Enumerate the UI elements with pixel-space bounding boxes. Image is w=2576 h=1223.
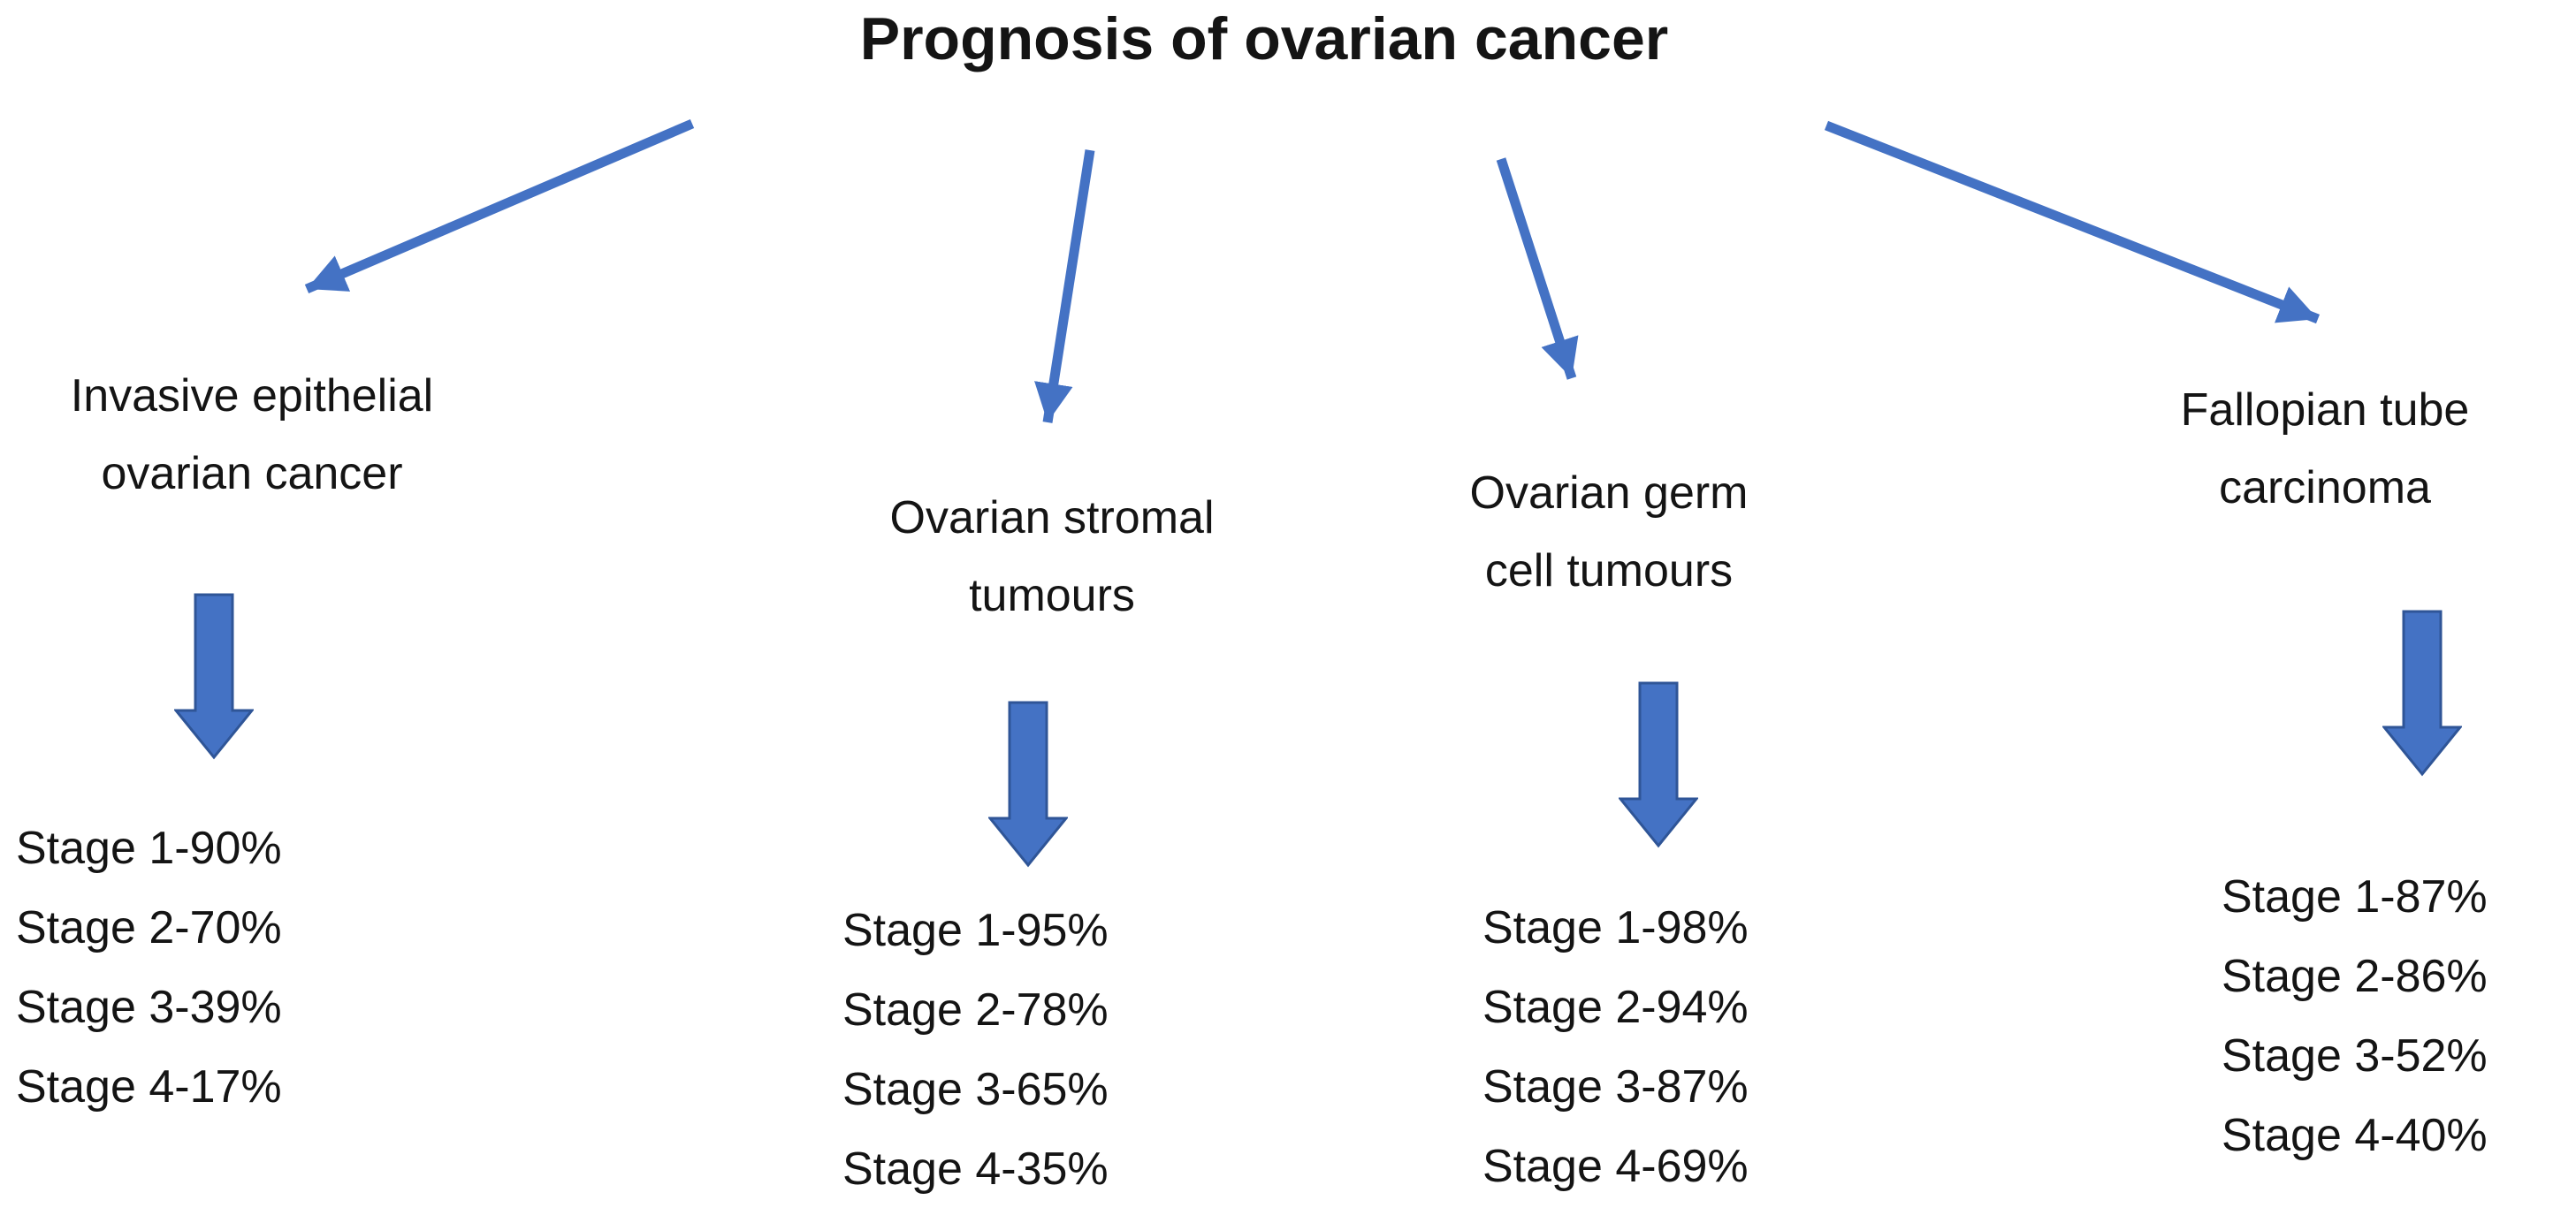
down-arrow-icon xyxy=(2382,610,2462,778)
stage-row: Stage 2-78% xyxy=(842,984,1109,1036)
stage-row: Stage 3-87% xyxy=(1482,1061,1749,1113)
arrow-to-ovarian-stromal-icon xyxy=(1034,149,1095,423)
stage-list-ovarian-stromal: Stage 1-95% Stage 2-78% Stage 3-65% Stag… xyxy=(842,891,1109,1209)
branch-label-line: cell tumours xyxy=(1484,545,1734,596)
branch-label-line: Invasive epithelial xyxy=(70,370,434,422)
stage-row: Stage 3-65% xyxy=(842,1064,1109,1115)
branch-label-line: Ovarian stromal xyxy=(889,492,1215,543)
stage-row: Stage 4-69% xyxy=(1482,1141,1749,1192)
diagram-title: Prognosis of ovarian cancer xyxy=(859,5,1669,72)
stage-row: Stage 2-94% xyxy=(1482,982,1749,1033)
down-arrow-icon xyxy=(174,593,254,761)
stage-list-invasive-epithelial: Stage 1-90% Stage 2-70% Stage 3-39% Stag… xyxy=(16,809,282,1127)
branch-label-invasive-epithelial: Invasive epithelial ovarian cancer xyxy=(0,357,526,513)
arrow-to-invasive-epithelial-icon xyxy=(304,118,695,294)
stage-row: Stage 2-86% xyxy=(2222,951,2488,1002)
stage-list-fallopian-tube: Stage 1-87% Stage 2-86% Stage 3-52% Stag… xyxy=(2222,857,2488,1175)
stage-list-ovarian-germ-cell: Stage 1-98% Stage 2-94% Stage 3-87% Stag… xyxy=(1482,888,1749,1206)
arrow-to-ovarian-germ-cell-icon xyxy=(1496,157,1579,380)
branch-label-line: tumours xyxy=(969,570,1135,621)
stage-row: Stage 3-39% xyxy=(16,982,282,1033)
stage-row: Stage 1-90% xyxy=(16,823,282,874)
stage-row: Stage 4-40% xyxy=(2222,1110,2488,1161)
arrow-to-fallopian-tube-icon xyxy=(1824,120,2321,324)
branch-label-ovarian-germ-cell: Ovarian germ cell tumours xyxy=(1335,454,1883,610)
branch-label-line: Ovarian germ xyxy=(1469,467,1749,519)
stage-row: Stage 1-98% xyxy=(1482,902,1749,953)
stage-row: Stage 3-52% xyxy=(2222,1030,2488,1082)
stage-row: Stage 1-95% xyxy=(842,905,1109,956)
stage-row: Stage 4-17% xyxy=(16,1061,282,1113)
stage-row: Stage 4-35% xyxy=(842,1143,1109,1195)
branch-label-ovarian-stromal: Ovarian stromal tumours xyxy=(778,479,1326,634)
branch-label-line: ovarian cancer xyxy=(101,448,403,499)
stage-row: Stage 2-70% xyxy=(16,902,282,953)
branch-label-line: carcinoma xyxy=(2219,462,2431,513)
branch-label-fallopian-tube: Fallopian tube carcinoma xyxy=(2051,371,2576,527)
branch-label-line: Fallopian tube xyxy=(2180,384,2470,436)
down-arrow-icon xyxy=(988,701,1068,869)
stage-row: Stage 1-87% xyxy=(2222,871,2488,923)
down-arrow-icon xyxy=(1619,681,1698,849)
